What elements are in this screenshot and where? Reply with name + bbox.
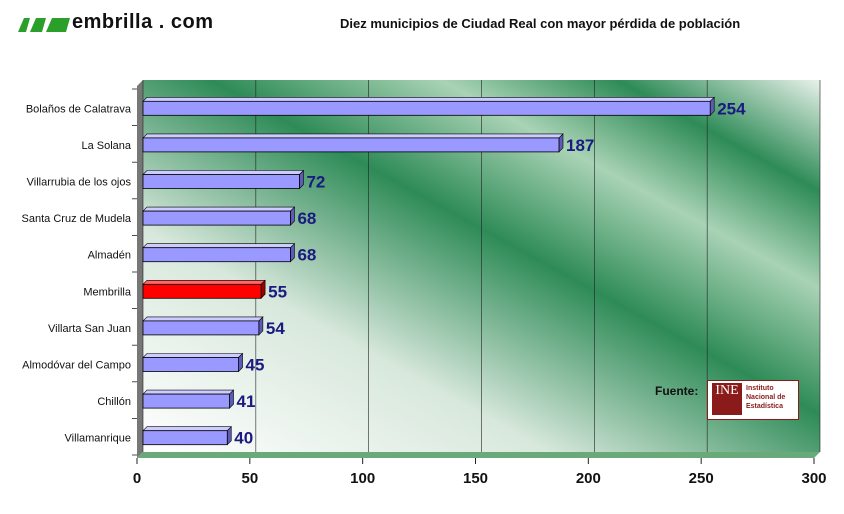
x-tick-label: 100: [350, 470, 375, 487]
category-label: Villamanrique: [65, 433, 131, 445]
data-label: 40: [234, 429, 253, 448]
category-label: Almadén: [88, 250, 131, 262]
bar: [142, 283, 262, 299]
bar: [142, 430, 228, 446]
data-label: 54: [266, 319, 285, 338]
chart-title: Diez municipios de Ciudad Real con mayor…: [340, 16, 741, 31]
bar-top: [142, 97, 715, 102]
category-label: Bolaños de Calatrava: [26, 103, 132, 115]
data-label: 45: [246, 356, 265, 375]
bar-top: [142, 279, 266, 285]
data-label: 55: [268, 282, 287, 301]
data-label: 254: [717, 99, 746, 118]
data-label: 72: [306, 173, 325, 192]
plot-floor: [137, 452, 820, 458]
category-label: La Solana: [81, 140, 131, 152]
category-label: Membrilla: [83, 286, 132, 298]
plot-left-wall: [137, 80, 143, 458]
data-label: 68: [297, 246, 316, 265]
category-label: Almodóvar del Campo: [22, 360, 131, 372]
site-logo-text: embrilla . com: [72, 11, 214, 33]
bar: [142, 137, 560, 153]
bar: [142, 247, 291, 263]
category-label: Villarta San Juan: [48, 323, 131, 335]
bar-top: [142, 170, 305, 175]
data-label: 187: [566, 136, 594, 155]
x-tick-label: 300: [801, 470, 826, 487]
bar-top: [142, 389, 235, 395]
data-label: 68: [297, 209, 316, 228]
bar-top: [142, 426, 232, 432]
ine-name: Instituto Nacional de Estadística: [746, 385, 786, 410]
category-label: Chillón: [97, 396, 131, 408]
source-label: Fuente:: [655, 384, 699, 398]
bar: [142, 393, 230, 409]
bar-top: [142, 243, 296, 248]
bar: [142, 320, 260, 336]
ine-logo: INE Instituto Nacional de Estadística: [707, 380, 799, 420]
x-tick-label: 50: [241, 470, 258, 487]
membrilla-logo-icon: [18, 18, 70, 32]
bar-top: [142, 133, 564, 139]
bar: [142, 357, 239, 372]
category-label: Villarrubia de los ojos: [27, 177, 132, 189]
bar: [142, 100, 711, 116]
ine-mark: INE: [712, 383, 742, 415]
bar-top: [142, 316, 264, 322]
x-tick-label: 0: [133, 470, 141, 487]
category-label: Santa Cruz de Mudela: [22, 213, 132, 225]
x-tick-label: 150: [463, 470, 488, 487]
bar-top: [142, 206, 296, 212]
x-tick-label: 200: [576, 470, 601, 487]
bar: [142, 174, 300, 189]
data-label: 41: [237, 392, 256, 411]
bar: [142, 210, 291, 226]
x-tick-label: 250: [689, 470, 714, 487]
bar-top: [142, 353, 244, 358]
